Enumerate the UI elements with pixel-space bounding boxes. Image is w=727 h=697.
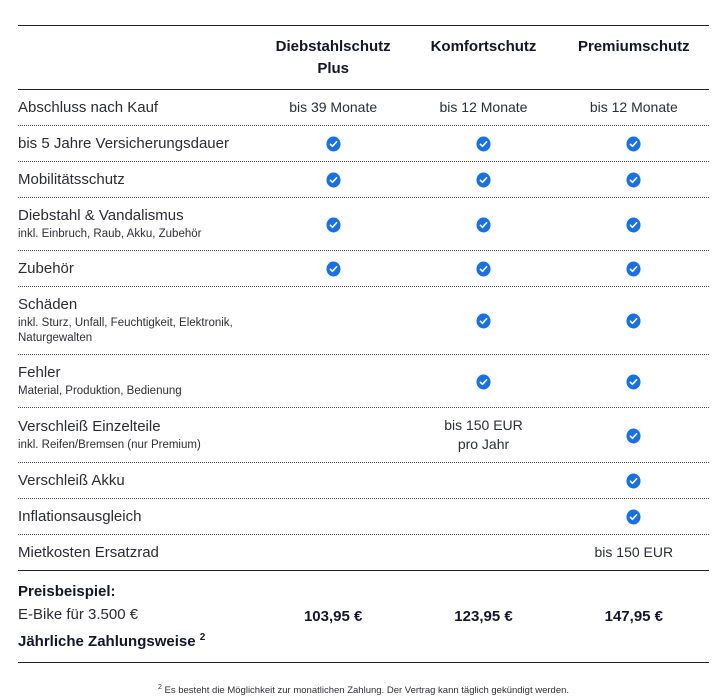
check-icon: [408, 134, 558, 153]
price-example-row: Preisbeispiel: E-Bike für 3.500 € Jährli…: [18, 570, 709, 663]
check-icon: [258, 259, 408, 278]
row-label: Inflationsausgleich: [18, 508, 142, 525]
price-example-payment: Jährliche Zahlungsweise 2: [18, 632, 206, 650]
check-icon: [258, 134, 408, 153]
row-label-cell: Inflationsausgleich: [18, 507, 258, 526]
table-row: Inflationsausgleich: [18, 499, 709, 535]
check-icon: [258, 170, 408, 189]
price-example-labels: Preisbeispiel: E-Bike für 3.500 € Jährli…: [18, 580, 258, 653]
check-icon: [559, 372, 709, 391]
row-label-cell: Schäden inkl. Sturz, Unfall, Feuchtigkeit…: [18, 295, 258, 346]
check-icon: [408, 259, 558, 278]
check-icon: [559, 426, 709, 445]
price-example-bike: E-Bike für 3.500 €: [18, 606, 139, 623]
footnote: 2 Es besteht die Möglichkeit zur monatli…: [0, 684, 727, 696]
cell-value: bis 39 Monate: [289, 99, 378, 115]
check-icon: [408, 311, 558, 330]
row-label: Verschleiß Akku: [18, 472, 125, 489]
check-icon: [559, 134, 709, 153]
cell-value: bis 12 Monate: [439, 99, 528, 115]
row-label-cell: Mobilitätsschutz: [18, 170, 258, 189]
row-label-cell: bis 5 Jahre Versicherungsdauer: [18, 134, 258, 153]
table-row: Mobilitätsschutz: [18, 162, 709, 198]
price-diebstahlschutz-plus: 103,95 €: [303, 608, 363, 625]
row-label-cell: Mietkosten Ersatzrad: [18, 543, 258, 562]
table-header-row: Diebstahlschutz Plus Komfortschutz Premi…: [18, 25, 709, 90]
row-label-cell: Zubehör: [18, 259, 258, 278]
column-header-premiumschutz: Premiumschutz: [577, 38, 690, 55]
table-row: bis 5 Jahre Versicherungsdauer: [18, 126, 709, 162]
price-premiumschutz: 147,95 €: [604, 608, 664, 625]
check-icon: [408, 215, 558, 234]
row-label-cell: Verschleiß Einzelteile inkl. Reifen/Brems…: [18, 417, 258, 453]
check-icon: [559, 471, 709, 490]
column-header-diebstahlschutz-plus: Diebstahlschutz Plus: [275, 38, 391, 77]
row-label: Mobilitätsschutz: [18, 171, 125, 188]
check-icon: [258, 215, 408, 234]
row-label: Schäden: [18, 296, 78, 313]
table-row: Fehler Material, Produktion, Bedienung: [18, 355, 709, 408]
row-label: Abschluss nach Kauf: [18, 99, 159, 116]
row-label-cell: Fehler Material, Produktion, Bedienung: [18, 363, 258, 399]
check-icon: [408, 372, 558, 391]
price-komfortschutz: 123,95 €: [454, 608, 513, 625]
table-row: Schäden inkl. Sturz, Unfall, Feuchtigkeit…: [18, 287, 709, 355]
cell-value: bis 12 Monate: [589, 99, 678, 115]
insurance-comparison-table: Diebstahlschutz Plus Komfortschutz Premi…: [18, 25, 709, 663]
row-sublabel: Material, Produktion, Bedienung: [18, 385, 182, 397]
table-row: Zubehör: [18, 251, 709, 287]
column-header-komfortschutz: Komfortschutz: [430, 38, 537, 55]
row-label: Diebstahl & Vandalismus: [18, 207, 184, 224]
row-label: Zubehör: [18, 260, 74, 277]
check-icon: [559, 507, 709, 526]
table-row: Verschleiß Einzelteile inkl. Reifen/Brems…: [18, 408, 709, 463]
check-icon: [559, 259, 709, 278]
row-sublabel: inkl. Sturz, Unfall, Feuchtigkeit, Elekt…: [18, 317, 233, 344]
footnote-marker: 2: [199, 632, 206, 643]
row-label: Fehler: [18, 364, 61, 381]
row-label: bis 5 Jahre Versicherungsdauer: [18, 135, 229, 152]
footnote-marker: 2: [157, 684, 162, 691]
row-sublabel: inkl. Einbruch, Raub, Akku, Zubehör: [18, 228, 202, 240]
check-icon: [559, 311, 709, 330]
table-row: Mietkosten Ersatzrad bis 150 EUR: [18, 535, 709, 570]
row-label-cell: Diebstahl & Vandalismus inkl. Einbruch, R…: [18, 206, 258, 242]
row-label-cell: Verschleiß Akku: [18, 471, 258, 490]
cell-value: bis 150 EUR: [594, 544, 674, 560]
cell-value: bis 150 EUR pro Jahr: [444, 417, 523, 452]
check-icon: [559, 170, 709, 189]
table-row: Verschleiß Akku: [18, 463, 709, 499]
table-body: Abschluss nach Kauf bis 39 Monate bis 12 M…: [18, 90, 709, 570]
row-label-cell: Abschluss nach Kauf: [18, 98, 258, 117]
row-label: Verschleiß Einzelteile: [18, 418, 161, 435]
footnote-text: Es besteht die Möglichkeit zur monatlich…: [161, 685, 570, 697]
check-icon: [559, 215, 709, 234]
table-row: Diebstahl & Vandalismus inkl. Einbruch, R…: [18, 198, 709, 251]
row-label: Mietkosten Ersatzrad: [18, 544, 159, 561]
price-example-title: Preisbeispiel:: [18, 583, 116, 600]
check-icon: [408, 170, 558, 189]
row-sublabel: inkl. Reifen/Bremsen (nur Premium): [18, 439, 201, 451]
table-row: Abschluss nach Kauf bis 39 Monate bis 12 M…: [18, 90, 709, 126]
